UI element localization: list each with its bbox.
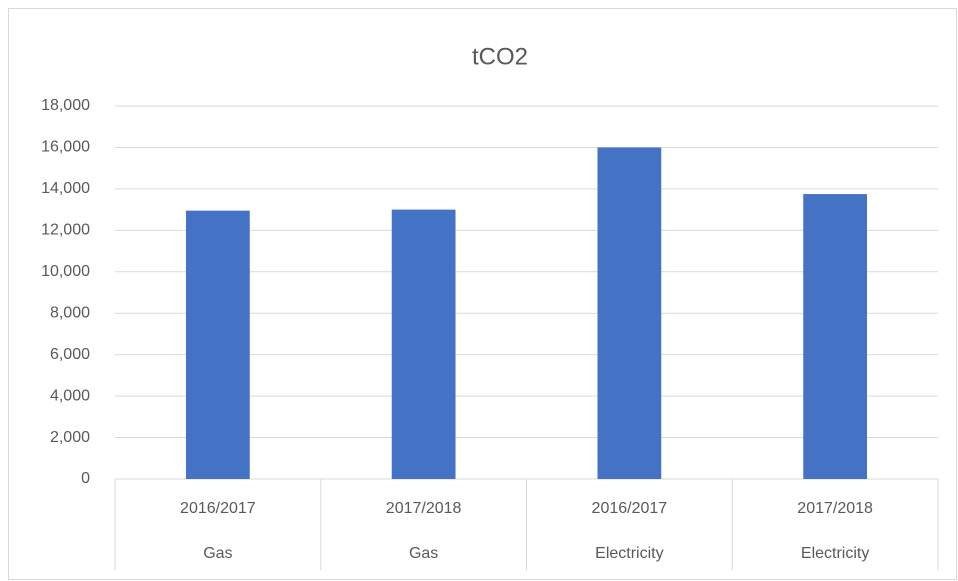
- y-tick-label: 4,000: [50, 387, 90, 404]
- x-tick-label: 2016/2017: [592, 500, 668, 517]
- y-tick-label: 18,000: [41, 97, 90, 114]
- y-tick-label: 16,000: [41, 139, 90, 156]
- y-tick-label: 6,000: [50, 346, 90, 363]
- y-tick-label: 0: [81, 470, 90, 487]
- chart-frame: [8, 8, 957, 580]
- x-group-label: Gas: [409, 545, 438, 562]
- bar: [391, 209, 456, 479]
- x-tick-label: 2017/2018: [386, 500, 462, 517]
- x-group-label: Electricity: [595, 545, 663, 562]
- chart-title: tCO2: [472, 43, 528, 70]
- y-tick-label: 12,000: [41, 222, 90, 239]
- y-tick-label: 10,000: [41, 263, 90, 280]
- y-tick-label: 2,000: [50, 429, 90, 446]
- y-tick-label: 8,000: [50, 304, 90, 321]
- y-tick-label: 14,000: [41, 180, 90, 197]
- x-group-label: Electricity: [801, 545, 869, 562]
- bar: [803, 194, 868, 479]
- x-tick-label: 2017/2018: [797, 500, 873, 517]
- bar: [185, 210, 250, 479]
- bar: [597, 147, 662, 479]
- x-tick-label: 2016/2017: [180, 500, 256, 517]
- x-group-label: Gas: [203, 545, 232, 562]
